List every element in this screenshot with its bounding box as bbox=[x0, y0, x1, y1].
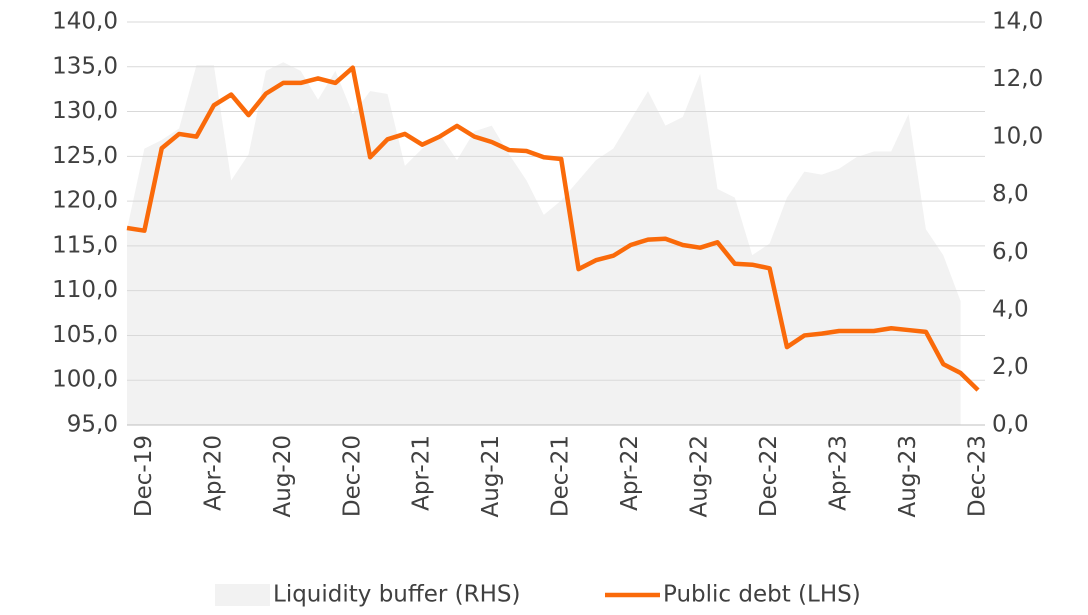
y2-tick-label: 14,0 bbox=[992, 9, 1043, 35]
y-tick-label: 105,0 bbox=[52, 322, 118, 348]
x-tick-label: Apr-23 bbox=[826, 435, 852, 511]
y2-tick-label: 8,0 bbox=[992, 181, 1029, 207]
y-tick-label: 135,0 bbox=[52, 53, 118, 79]
x-tick-label: Apr-22 bbox=[617, 435, 643, 511]
x-tick-label: Apr-21 bbox=[409, 435, 435, 511]
y2-tick-label: 4,0 bbox=[992, 296, 1029, 322]
x-tick-label: Apr-20 bbox=[200, 435, 226, 511]
y-tick-label: 140,0 bbox=[52, 9, 118, 35]
x-tick-label: Aug-23 bbox=[895, 435, 921, 517]
y2-tick-label: 2,0 bbox=[992, 354, 1029, 380]
y-tick-label: 95,0 bbox=[67, 412, 118, 438]
area bbox=[127, 62, 961, 426]
y-tick-label: 115,0 bbox=[52, 232, 118, 258]
y-tick-label: 120,0 bbox=[52, 188, 118, 214]
x-tick-label: Dec-20 bbox=[339, 435, 365, 517]
x-tick-label: Aug-22 bbox=[687, 435, 713, 517]
y2-tick-label: 6,0 bbox=[992, 239, 1029, 265]
x-tick-label: Dec-23 bbox=[965, 435, 991, 517]
legend-label: Public debt (LHS) bbox=[663, 582, 861, 608]
y-tick-label: 100,0 bbox=[52, 367, 118, 393]
x-tick-label: Dec-19 bbox=[131, 435, 157, 517]
y-tick-label: 110,0 bbox=[52, 277, 118, 303]
line bbox=[126, 65, 980, 392]
y-tick-label: 125,0 bbox=[52, 143, 118, 169]
y-tick-label: 130,0 bbox=[52, 98, 118, 124]
legend-label: Liquidity buffer (RHS) bbox=[273, 582, 520, 608]
x-tick-label: Aug-21 bbox=[478, 435, 504, 517]
legend-swatch bbox=[215, 584, 270, 606]
x-tick-label: Aug-20 bbox=[270, 435, 296, 517]
x-tick-label: Dec-21 bbox=[548, 435, 574, 517]
x-tick-label: Dec-22 bbox=[756, 435, 782, 517]
y2-tick-label: 12,0 bbox=[992, 66, 1043, 92]
y2-tick-label: 10,0 bbox=[992, 124, 1043, 150]
y2-tick-label: 0,0 bbox=[992, 412, 1029, 438]
